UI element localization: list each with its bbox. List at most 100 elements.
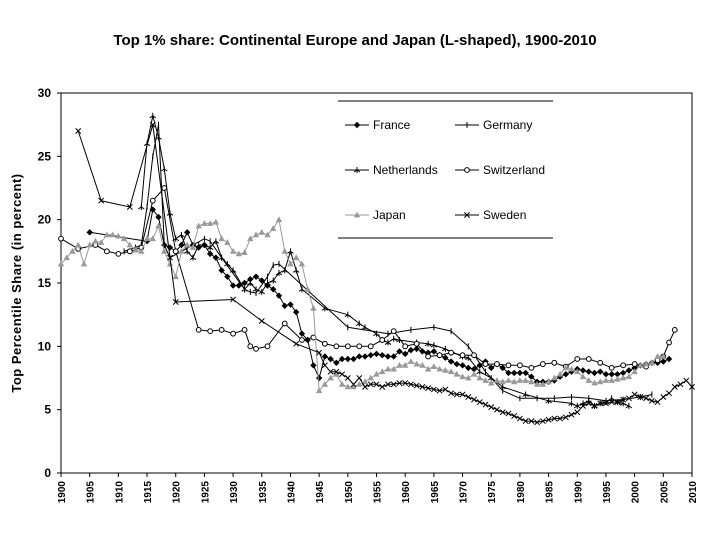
data-point-japan	[533, 380, 541, 387]
data-point-switzerland	[390, 328, 397, 335]
data-point-japan	[75, 241, 82, 248]
data-point-france	[275, 292, 283, 299]
data-point-sweden	[597, 400, 604, 407]
x-axis: 1900 1905 1910 1915 1920 1925 1930 1935 1940 1945…	[57, 473, 699, 503]
data-point-switzerland	[253, 345, 259, 352]
data-point-netherlands	[155, 134, 162, 141]
legend-label: Germany	[483, 118, 532, 132]
data-point-france	[292, 308, 300, 316]
data-point-sweden	[499, 409, 506, 416]
data-point-switzerland	[471, 352, 477, 359]
x-tick-label: 1980	[516, 481, 527, 504]
data-point-sweden	[677, 381, 684, 388]
data-point-france	[407, 346, 415, 354]
legend-item-netherlands: Netherlands	[345, 163, 438, 177]
data-point-sweden	[453, 391, 460, 398]
data-point-japan	[298, 260, 306, 267]
data-point-japan	[189, 244, 197, 250]
data-point-sweden	[385, 381, 391, 388]
data-point-france	[298, 330, 306, 337]
data-point-japan	[442, 367, 449, 373]
x-tick-label: 1905	[86, 481, 97, 504]
data-point-japan	[476, 374, 483, 381]
legend-item-france: France	[345, 118, 411, 132]
data-point-switzerland	[126, 248, 133, 255]
data-point-france	[499, 364, 506, 372]
data-point-netherlands	[356, 320, 363, 327]
data-point-netherlands	[499, 383, 506, 390]
data-point-france	[591, 369, 598, 377]
y-axis-title: Top Percentile Share (in percent)	[9, 173, 24, 392]
data-point-japan	[568, 365, 575, 372]
data-point-netherlands	[619, 400, 627, 407]
legend-swatch-marker	[353, 167, 361, 173]
data-point-sweden	[75, 128, 82, 134]
data-point-switzerland	[344, 343, 351, 350]
data-point-france	[333, 359, 340, 366]
data-point-sweden	[390, 381, 397, 388]
x-tick-label: 1910	[114, 481, 125, 504]
data-point-japan	[556, 370, 564, 377]
data-point-sweden	[339, 371, 346, 378]
data-point-netherlands	[465, 354, 472, 361]
data-point-japan	[275, 216, 283, 223]
data-point-france	[356, 353, 363, 360]
data-point-sweden	[603, 400, 609, 407]
data-point-switzerland	[505, 362, 512, 369]
data-point-japan	[361, 378, 369, 385]
data-point-japan	[166, 260, 174, 267]
data-point-sweden	[436, 387, 443, 394]
data-point-japan	[149, 235, 156, 242]
data-point-japan	[407, 358, 415, 364]
data-point-switzerland	[333, 343, 340, 350]
data-point-france	[522, 369, 529, 377]
x-tick-label: 2010	[688, 481, 699, 504]
data-point-japan	[642, 360, 650, 367]
data-point-switzerland	[631, 361, 638, 367]
data-point-france	[247, 276, 254, 283]
data-point-japan	[172, 273, 179, 280]
y-tick-label: 5	[44, 403, 51, 417]
data-point-netherlands	[442, 345, 449, 352]
data-point-netherlands	[252, 286, 260, 293]
y-tick-label: 10	[38, 339, 52, 353]
data-point-japan	[258, 228, 265, 235]
data-point-netherlands	[424, 340, 432, 347]
data-point-netherlands	[201, 242, 208, 248]
data-point-japan	[654, 353, 661, 359]
data-point-france	[310, 362, 317, 369]
data-point-netherlands	[522, 391, 529, 398]
data-point-netherlands	[568, 400, 575, 407]
data-point-japan	[574, 368, 581, 375]
data-point-japan	[115, 232, 122, 239]
data-point-netherlands	[430, 342, 438, 349]
y-tick-label: 15	[38, 276, 52, 290]
data-point-sweden	[407, 381, 414, 388]
legend-item-switzerland: Switzerland	[455, 163, 545, 177]
data-point-japan	[356, 380, 363, 387]
data-point-netherlands	[390, 335, 397, 342]
data-point-netherlands	[241, 286, 248, 293]
data-point-sweden	[459, 391, 466, 398]
data-point-netherlands	[183, 248, 191, 255]
data-point-japan	[97, 239, 105, 245]
data-point-japan	[637, 361, 644, 368]
data-point-japan	[86, 241, 93, 248]
data-point-sweden	[172, 299, 179, 305]
data-point-france	[321, 353, 329, 360]
data-point-sweden	[258, 318, 265, 324]
legend-swatch-marker	[464, 167, 470, 173]
data-point-japan	[80, 260, 88, 267]
legend-item-sweden: Sweden	[455, 208, 526, 222]
data-point-france	[212, 254, 220, 261]
data-point-france	[373, 350, 380, 358]
data-point-netherlands	[258, 288, 266, 295]
x-tick-label: 1955	[373, 481, 384, 504]
x-tick-label: 1960	[401, 481, 412, 504]
data-point-japan	[493, 377, 501, 383]
data-point-netherlands	[287, 248, 294, 255]
data-point-france	[390, 353, 397, 360]
data-point-japan	[304, 285, 311, 292]
